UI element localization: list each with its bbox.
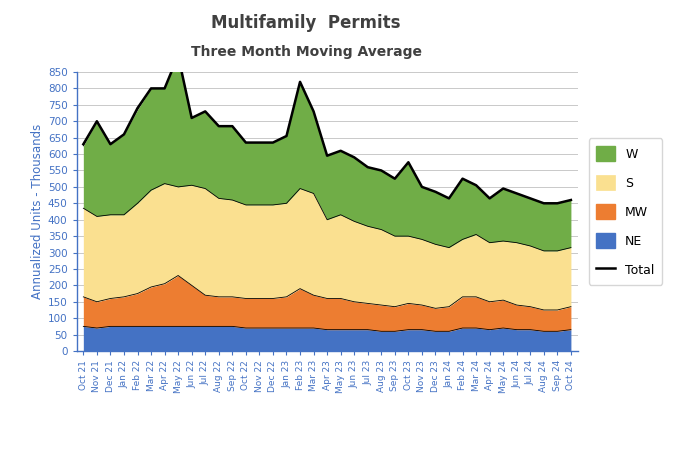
- Y-axis label: Annualized Units - Thousands: Annualized Units - Thousands: [31, 124, 44, 299]
- Legend: W, S, MW, NE, Total: W, S, MW, NE, Total: [589, 139, 662, 285]
- Text: Multifamily  Permits: Multifamily Permits: [212, 14, 401, 32]
- Text: Three Month Moving Average: Three Month Moving Average: [191, 45, 422, 59]
